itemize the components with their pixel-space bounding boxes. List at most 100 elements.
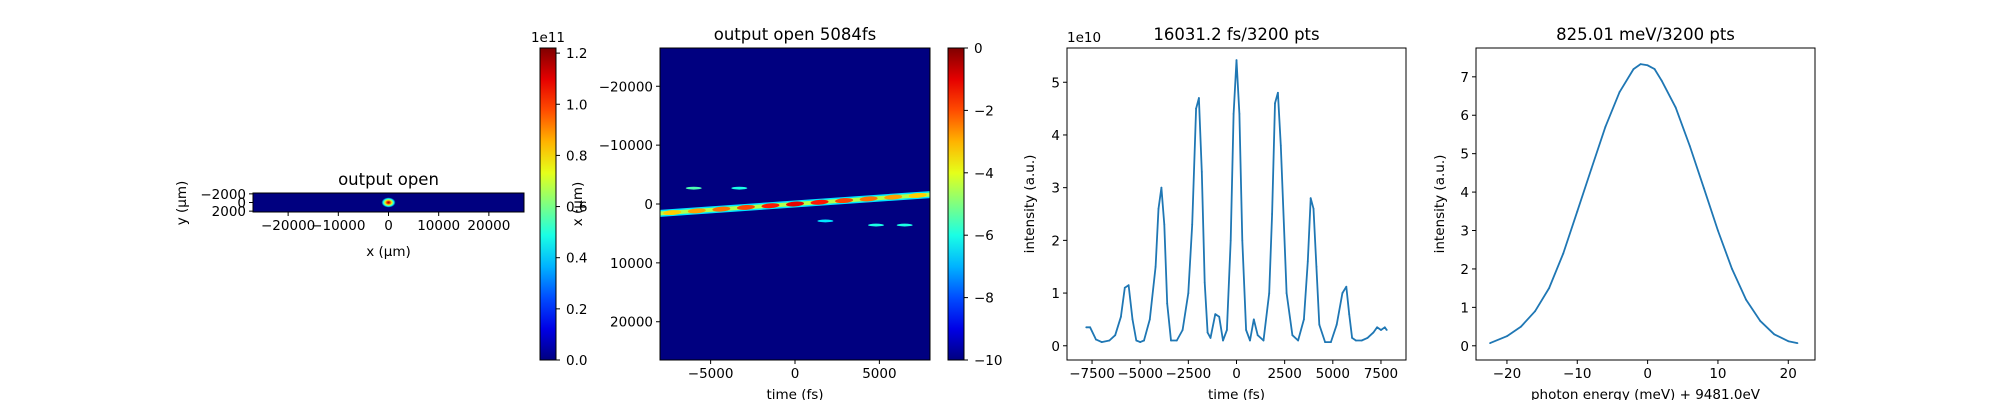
- data-point: [1245, 329, 1248, 331]
- data-point: [1341, 292, 1344, 294]
- data-point: [1277, 91, 1279, 94]
- data-point: [1351, 336, 1353, 339]
- colorbar-tick-label: −10: [974, 353, 1003, 369]
- colorbar-tick-label: 1.2: [566, 46, 587, 62]
- data-point: [1191, 223, 1194, 226]
- panel-spectrum: −20 −10 0 10 20 0 1 2 3 4 5 6 7 825.01 meV/3200 pts ph…: [1432, 25, 1816, 400]
- data-point: [1702, 187, 1705, 190]
- x-tick-label: 0: [1232, 366, 1241, 382]
- y-tick-label: 3: [1051, 181, 1060, 197]
- y-tick-label: 0: [237, 196, 246, 212]
- panel-time-intensity: −7500 −5000 −2500 0 2500 5000 7500 0 1 2 3 4 5 16031.…: [1022, 25, 1407, 400]
- streak-hotspot: [712, 206, 731, 212]
- x-tick-label: −20: [1493, 366, 1522, 382]
- y-tick-label: 4: [1051, 128, 1060, 144]
- data-point: [1127, 284, 1130, 287]
- data-point: [1274, 102, 1276, 105]
- chart-title: 825.01 meV/3200 pts: [1556, 25, 1735, 44]
- y-tick-label: 3: [1460, 224, 1469, 240]
- data-point: [1175, 339, 1178, 342]
- y-tick-label: 0: [1460, 339, 1469, 355]
- streak-hotspot: [835, 198, 854, 204]
- data-point: [1355, 339, 1357, 342]
- side-feature: [896, 223, 913, 227]
- data-point: [1372, 331, 1375, 334]
- data-point: [1376, 326, 1379, 329]
- y-tick-label: −2000: [200, 187, 246, 203]
- streak-hotspot: [859, 196, 878, 202]
- y-tick-label: 20000: [610, 315, 653, 331]
- data-point: [1604, 125, 1607, 128]
- data-point: [1345, 285, 1348, 288]
- data-point: [1688, 145, 1691, 147]
- y-tick-label: 10000: [610, 256, 653, 272]
- x-tick-label: −2500: [1166, 366, 1212, 382]
- x-tick-label: 0: [1643, 366, 1652, 382]
- data-point: [1717, 229, 1719, 232]
- data-point: [1576, 210, 1579, 213]
- colorbar-tick-label: −6: [974, 228, 994, 244]
- chart-title: 16031.2 fs/3200 pts: [1153, 25, 1319, 44]
- x-axis-label: photon energy (meV) + 9481.0eV: [1531, 387, 1761, 400]
- data-point: [1225, 329, 1228, 331]
- data-point: [1787, 340, 1790, 343]
- x-axis-label: time (fs): [766, 387, 823, 400]
- chart-title: output open 5084fs: [714, 25, 877, 44]
- data-point: [1148, 318, 1151, 321]
- streak-hotspot: [884, 194, 903, 200]
- colorbar-tick-label: 0.4: [566, 251, 587, 267]
- x-tick-label: −20000: [261, 218, 315, 234]
- data-point: [1759, 319, 1762, 322]
- x-tick-label: 0: [384, 218, 393, 234]
- x-tick-label: 5000: [862, 366, 896, 382]
- streak-hotspot: [663, 210, 682, 216]
- data-point: [1639, 63, 1642, 66]
- x-axis-label: x (μm): [366, 244, 411, 260]
- y-tick-label: 6: [1460, 108, 1469, 124]
- x-tick-label: −5000: [688, 366, 734, 382]
- colorbar-tick-label: 1.0: [566, 97, 587, 113]
- data-point: [1548, 287, 1551, 290]
- data-point: [1262, 339, 1265, 342]
- data-point: [1238, 112, 1241, 115]
- data-point: [1120, 315, 1122, 318]
- axes-frame: [1475, 47, 1816, 361]
- data-point: [1318, 323, 1321, 326]
- data-point: [1335, 323, 1338, 326]
- data-point: [1157, 207, 1160, 210]
- streak-hotspot: [786, 201, 804, 207]
- data-point: [1203, 281, 1206, 284]
- data-point: [1489, 342, 1491, 344]
- colorbar-tick-label: 0.6: [566, 200, 587, 216]
- data-point: [1209, 336, 1212, 339]
- data-point: [1632, 68, 1635, 71]
- data-point: [1348, 313, 1351, 316]
- x-tick-label: −10: [1563, 366, 1592, 382]
- data-point: [1200, 170, 1203, 173]
- data-point: [1187, 292, 1190, 294]
- data-point: [1674, 106, 1677, 109]
- data-point: [1139, 341, 1142, 343]
- x-tick-label: 7500: [1364, 366, 1398, 382]
- y-tick-label: −10000: [599, 138, 653, 154]
- data-point: [1646, 64, 1649, 67]
- streak-hotspot: [810, 199, 829, 205]
- data-point: [1291, 334, 1294, 337]
- colorbar-tick-label: −4: [974, 166, 994, 182]
- data-point: [1534, 310, 1536, 313]
- data-point: [1108, 339, 1111, 342]
- data-point: [1271, 213, 1274, 215]
- data-point: [1089, 326, 1092, 329]
- data-point: [1181, 329, 1184, 331]
- colorbar-tick-label: 0: [974, 41, 983, 57]
- data-point: [1745, 298, 1747, 301]
- data-point: [1170, 339, 1172, 342]
- panel-time-x-map: −5000 0 5000 −20000 −10000 0 10000 20000 output …: [570, 25, 1003, 400]
- y-tick-label: −20000: [599, 79, 653, 95]
- data-point: [1506, 335, 1508, 338]
- data-point: [1653, 68, 1656, 71]
- x-tick-label: −10000: [311, 218, 365, 234]
- streak-hotspot: [761, 203, 780, 209]
- x-tick-label: −5000: [1117, 366, 1163, 382]
- data-point: [1114, 334, 1117, 337]
